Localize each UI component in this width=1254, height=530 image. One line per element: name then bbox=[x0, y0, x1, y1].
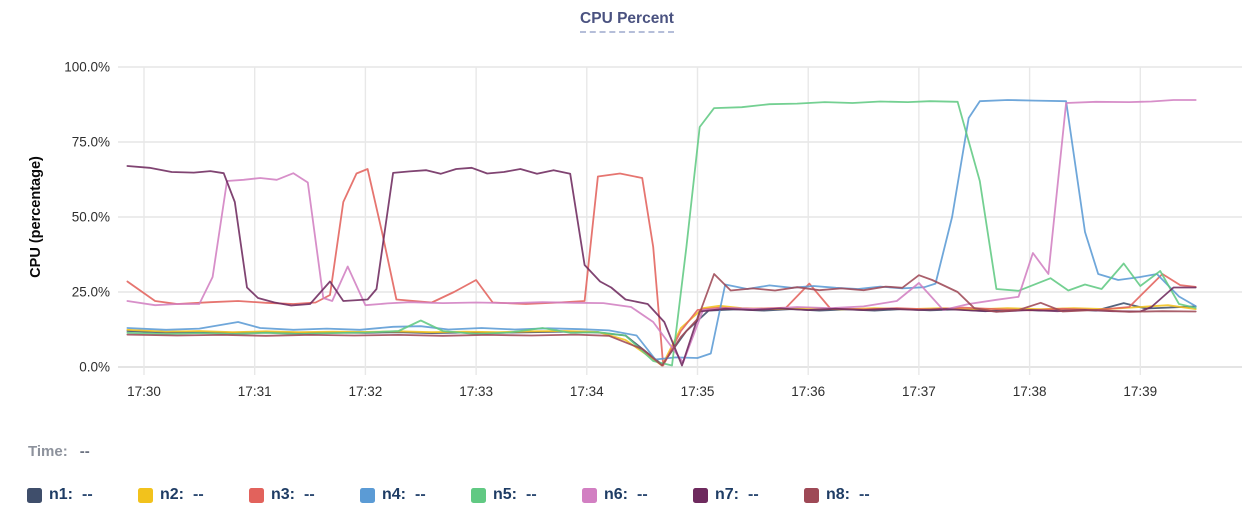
y-tick-label: 75.0% bbox=[72, 135, 110, 150]
legend-value: -- bbox=[748, 486, 759, 503]
x-tick-label: 17:37 bbox=[902, 384, 936, 399]
legend-item-n4[interactable]: n4: -- bbox=[360, 486, 471, 504]
legend-label: n1: bbox=[49, 486, 73, 503]
series-line-n3 bbox=[126, 168, 1197, 367]
y-tick-label: 100.0% bbox=[64, 60, 110, 75]
series-line-n4 bbox=[126, 99, 1197, 361]
legend-value: -- bbox=[82, 486, 93, 503]
legend-item-n6[interactable]: n6: -- bbox=[582, 486, 693, 504]
legend-swatch-icon bbox=[27, 487, 42, 503]
time-value: -- bbox=[79, 443, 90, 460]
series-line-n7 bbox=[126, 165, 1197, 367]
legend-item-n2[interactable]: n2: -- bbox=[138, 486, 249, 504]
x-tick-label: 17:36 bbox=[791, 384, 825, 399]
legend-label: n5: bbox=[493, 486, 517, 503]
x-tick-label: 17:33 bbox=[459, 384, 493, 399]
legend-value: -- bbox=[193, 486, 204, 503]
legend-item-n3[interactable]: n3: -- bbox=[249, 486, 360, 504]
series-legend: n1: -- n2: -- n3: -- n4: -- n5: -- n6: -- n7: -- n8: -- bbox=[27, 486, 915, 504]
y-tick-label: 0.0% bbox=[79, 360, 110, 375]
x-tick-label: 17:34 bbox=[570, 384, 604, 399]
series-line-n8 bbox=[126, 273, 1197, 367]
x-tick-label: 17:38 bbox=[1013, 384, 1047, 399]
legend-label: n7: bbox=[715, 486, 739, 503]
x-tick-label: 17:30 bbox=[127, 384, 161, 399]
legend-label: n6: bbox=[604, 486, 628, 503]
legend-value: -- bbox=[304, 486, 315, 503]
legend-value: -- bbox=[637, 486, 648, 503]
chart-title-row: CPU Percent bbox=[0, 10, 1254, 33]
y-axis-title: CPU (percentage) bbox=[28, 156, 44, 278]
legend-swatch-icon bbox=[360, 487, 375, 503]
legend-swatch-icon bbox=[804, 487, 819, 503]
legend-item-n7[interactable]: n7: -- bbox=[693, 486, 804, 504]
legend-swatch-icon bbox=[693, 487, 708, 503]
chart-title[interactable]: CPU Percent bbox=[580, 10, 674, 33]
legend-swatch-icon bbox=[471, 487, 486, 503]
legend-value: -- bbox=[415, 486, 426, 503]
x-tick-label: 17:39 bbox=[1123, 384, 1157, 399]
legend-label: n3: bbox=[271, 486, 295, 503]
legend-value: -- bbox=[859, 486, 870, 503]
legend-value: -- bbox=[526, 486, 537, 503]
x-tick-label: 17:35 bbox=[681, 384, 715, 399]
time-readout: Time: -- bbox=[28, 443, 90, 460]
y-tick-label: 25.0% bbox=[72, 285, 110, 300]
series-line-n6 bbox=[126, 99, 1197, 364]
legend-item-n1[interactable]: n1: -- bbox=[27, 486, 138, 504]
legend-swatch-icon bbox=[249, 487, 264, 503]
series-line-n5 bbox=[126, 100, 1197, 367]
legend-swatch-icon bbox=[138, 487, 153, 503]
legend-label: n8: bbox=[826, 486, 850, 503]
series-line-n2 bbox=[126, 304, 1197, 367]
legend-item-n5[interactable]: n5: -- bbox=[471, 486, 582, 504]
y-tick-label: 50.0% bbox=[72, 210, 110, 225]
x-tick-label: 17:32 bbox=[349, 384, 383, 399]
cpu-chart[interactable]: 100.0% 75.0% 50.0% 25.0% 0.0% 17:30 17:31 17:32… bbox=[0, 0, 1254, 430]
legend-label: n2: bbox=[160, 486, 184, 503]
legend-item-n8[interactable]: n8: -- bbox=[804, 486, 915, 504]
x-tick-label: 17:31 bbox=[238, 384, 272, 399]
time-label: Time: bbox=[28, 443, 68, 460]
legend-label: n4: bbox=[382, 486, 406, 503]
legend-swatch-icon bbox=[582, 487, 597, 503]
